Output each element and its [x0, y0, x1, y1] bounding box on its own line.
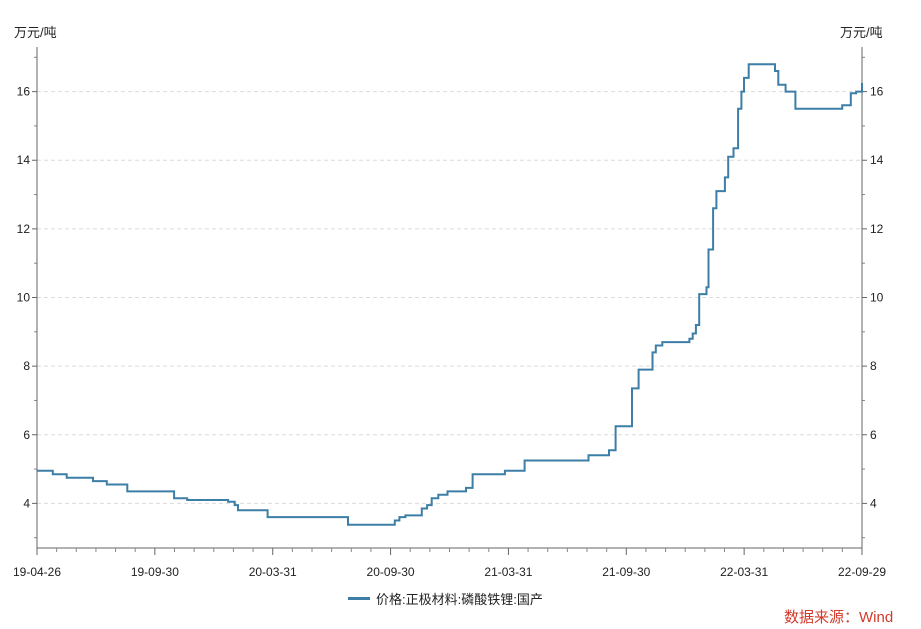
data-source: 数据来源：Wind — [784, 609, 894, 626]
x-tick-label: 19-09-30 — [131, 565, 179, 579]
legend-swatch — [348, 597, 370, 600]
x-tick-label: 20-03-31 — [249, 565, 297, 579]
y-tick-label-right: 8 — [870, 359, 877, 373]
legend-label: 价格:正极材料:磷酸铁锂:国产 — [376, 592, 543, 607]
legend: 价格:正极材料:磷酸铁锂:国产 — [348, 589, 543, 608]
y-tick-label-left: 8 — [23, 359, 30, 373]
x-tick-label: 22-03-31 — [720, 565, 768, 579]
y-tick-label-left: 4 — [23, 496, 30, 510]
x-tick-label: 21-09-30 — [602, 565, 650, 579]
x-tick-label: 21-03-31 — [484, 565, 532, 579]
y-tick-label-left: 10 — [17, 291, 31, 305]
y-tick-label-right: 6 — [870, 428, 877, 442]
right-axis-unit: 万元/吨 — [840, 25, 883, 40]
y-tick-label-right: 12 — [870, 222, 884, 236]
y-tick-label-right: 4 — [870, 496, 877, 510]
y-tick-label-right: 10 — [870, 291, 884, 305]
y-tick-label-right: 16 — [870, 85, 884, 99]
y-tick-label-left: 16 — [17, 85, 31, 99]
y-tick-label-left: 6 — [23, 428, 30, 442]
x-tick-label: 19-04-26 — [13, 565, 61, 579]
y-tick-label-left: 14 — [17, 153, 31, 167]
y-tick-label-left: 12 — [17, 222, 31, 236]
x-tick-label: 20-09-30 — [367, 565, 415, 579]
x-tick-label: 22-09-29 — [838, 565, 886, 579]
left-axis-unit: 万元/吨 — [14, 25, 57, 40]
series-line — [37, 63, 863, 526]
y-tick-label-right: 14 — [870, 153, 884, 167]
